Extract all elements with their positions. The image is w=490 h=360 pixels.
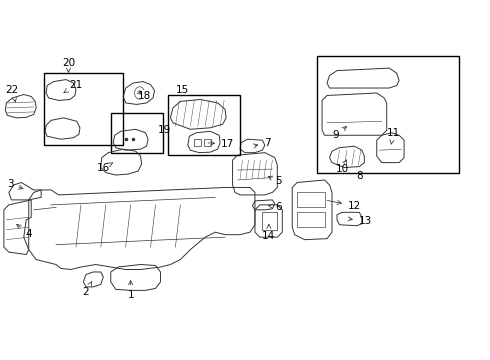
Text: 8: 8 (356, 171, 363, 181)
Bar (297, 212, 324, 227)
Text: 22: 22 (6, 85, 19, 102)
Text: 2: 2 (83, 282, 92, 297)
Bar (111, 113, 163, 153)
Text: 9: 9 (332, 127, 346, 140)
Text: 14: 14 (262, 224, 275, 241)
Bar (44, 73, 123, 145)
Text: 13: 13 (348, 216, 372, 226)
Text: 10: 10 (335, 160, 348, 174)
Bar (168, 95, 240, 155)
Text: 5: 5 (268, 176, 282, 186)
Text: 3: 3 (7, 179, 23, 189)
Text: 21: 21 (64, 80, 83, 93)
Bar (204, 139, 211, 146)
Text: 1: 1 (127, 280, 134, 300)
Text: 18: 18 (137, 90, 151, 102)
Text: 15: 15 (176, 85, 190, 95)
Text: 19: 19 (158, 125, 171, 135)
Bar (263, 212, 277, 230)
Text: 17: 17 (208, 139, 234, 149)
Bar (195, 139, 201, 146)
Text: 12: 12 (327, 201, 361, 211)
Bar (317, 56, 459, 172)
Text: 16: 16 (97, 163, 113, 172)
Text: 11: 11 (387, 128, 400, 144)
Text: 6: 6 (269, 202, 282, 212)
Text: 7: 7 (253, 138, 270, 148)
Text: 20: 20 (62, 58, 75, 72)
Text: 4: 4 (17, 225, 32, 239)
Bar (297, 193, 324, 207)
